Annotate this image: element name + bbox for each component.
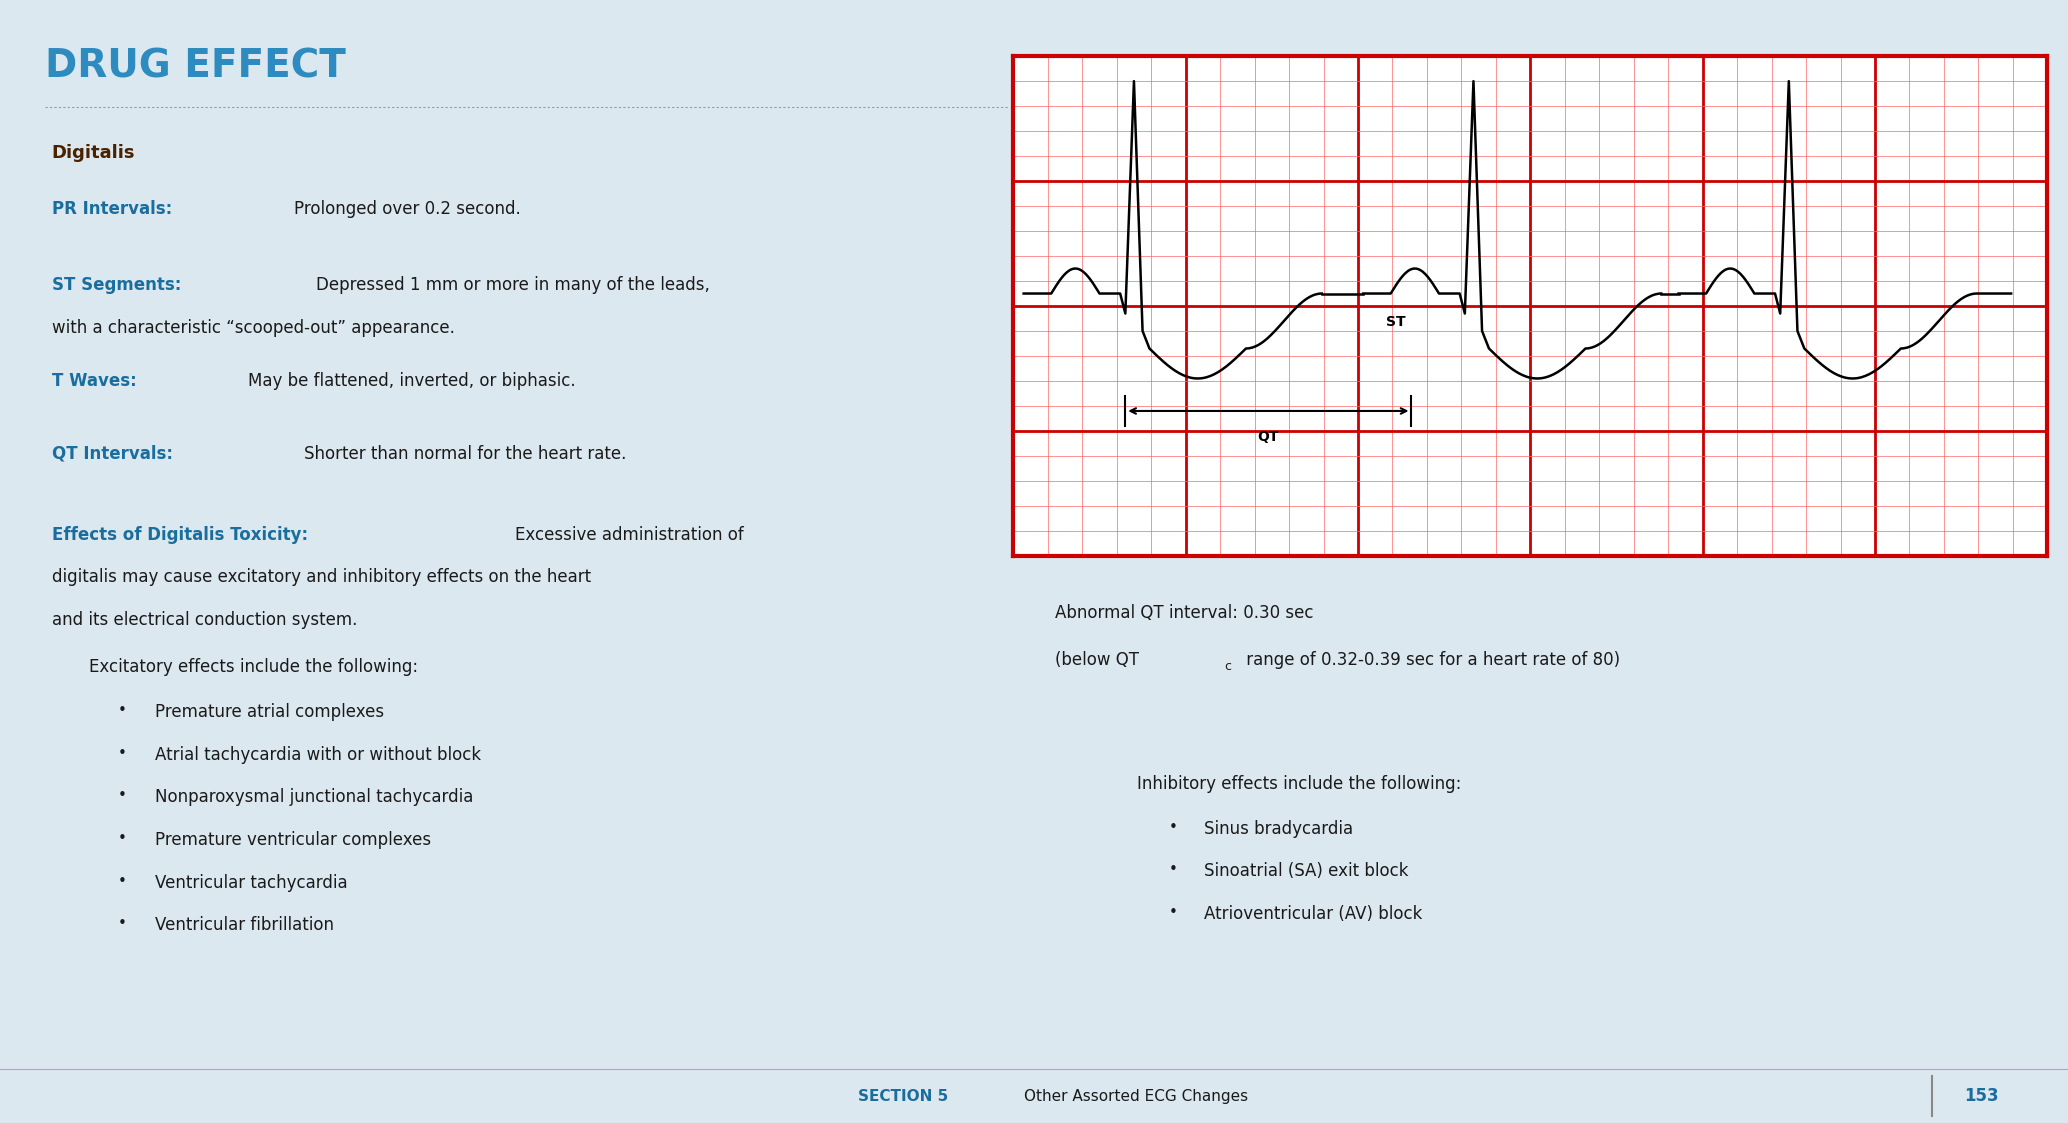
Text: •: • [1168, 862, 1177, 877]
Text: ST Segments:: ST Segments: [52, 276, 182, 294]
Text: Other Assorted ECG Changes: Other Assorted ECG Changes [1024, 1088, 1247, 1104]
Text: Nonparoxysmal junctional tachycardia: Nonparoxysmal junctional tachycardia [155, 788, 474, 806]
Text: Excitatory effects include the following:: Excitatory effects include the following… [89, 658, 418, 676]
Text: QT: QT [1257, 430, 1280, 444]
Text: (below QT: (below QT [1055, 651, 1139, 669]
Text: Excessive administration of: Excessive administration of [515, 526, 744, 544]
Text: with a characteristic “scooped-out” appearance.: with a characteristic “scooped-out” appe… [52, 319, 455, 337]
Text: Abnormal QT interval: 0.30 sec: Abnormal QT interval: 0.30 sec [1055, 604, 1313, 622]
Text: range of 0.32-0.39 sec for a heart rate of 80): range of 0.32-0.39 sec for a heart rate … [1241, 651, 1619, 669]
Text: Premature ventricular complexes: Premature ventricular complexes [155, 831, 432, 849]
Text: 153: 153 [1965, 1087, 2000, 1105]
Text: Prolonged over 0.2 second.: Prolonged over 0.2 second. [294, 200, 521, 218]
Text: •: • [1168, 905, 1177, 920]
Text: Ventricular tachycardia: Ventricular tachycardia [155, 874, 347, 892]
Text: •: • [118, 788, 126, 803]
Text: •: • [118, 874, 126, 888]
Text: QT Intervals:: QT Intervals: [52, 445, 174, 463]
Text: •: • [118, 831, 126, 846]
Text: Effects of Digitalis Toxicity:: Effects of Digitalis Toxicity: [52, 526, 308, 544]
Text: •: • [118, 746, 126, 760]
Text: DRUG EFFECT: DRUG EFFECT [45, 47, 345, 85]
Text: digitalis may cause excitatory and inhibitory effects on the heart: digitalis may cause excitatory and inhib… [52, 568, 591, 586]
Text: Atrial tachycardia with or without block: Atrial tachycardia with or without block [155, 746, 482, 764]
Text: and its electrical conduction system.: and its electrical conduction system. [52, 611, 358, 629]
Text: T Waves:: T Waves: [52, 372, 136, 390]
Text: Shorter than normal for the heart rate.: Shorter than normal for the heart rate. [304, 445, 627, 463]
Text: c: c [1224, 660, 1230, 674]
Text: Sinoatrial (SA) exit block: Sinoatrial (SA) exit block [1204, 862, 1408, 880]
Text: SECTION 5: SECTION 5 [858, 1088, 949, 1104]
Text: •: • [118, 916, 126, 931]
Text: Sinus bradycardia: Sinus bradycardia [1204, 820, 1352, 838]
Text: •: • [118, 703, 126, 718]
Text: Inhibitory effects include the following:: Inhibitory effects include the following… [1137, 775, 1462, 793]
Text: Depressed 1 mm or more in many of the leads,: Depressed 1 mm or more in many of the le… [316, 276, 709, 294]
Text: Digitalis: Digitalis [52, 144, 134, 162]
Text: May be flattened, inverted, or biphasic.: May be flattened, inverted, or biphasic. [248, 372, 575, 390]
Text: PR Intervals:: PR Intervals: [52, 200, 172, 218]
Text: Atrioventricular (AV) block: Atrioventricular (AV) block [1204, 905, 1423, 923]
Text: Premature atrial complexes: Premature atrial complexes [155, 703, 385, 721]
Text: ST: ST [1386, 316, 1404, 329]
Text: •: • [1168, 820, 1177, 834]
Text: Ventricular fibrillation: Ventricular fibrillation [155, 916, 335, 934]
